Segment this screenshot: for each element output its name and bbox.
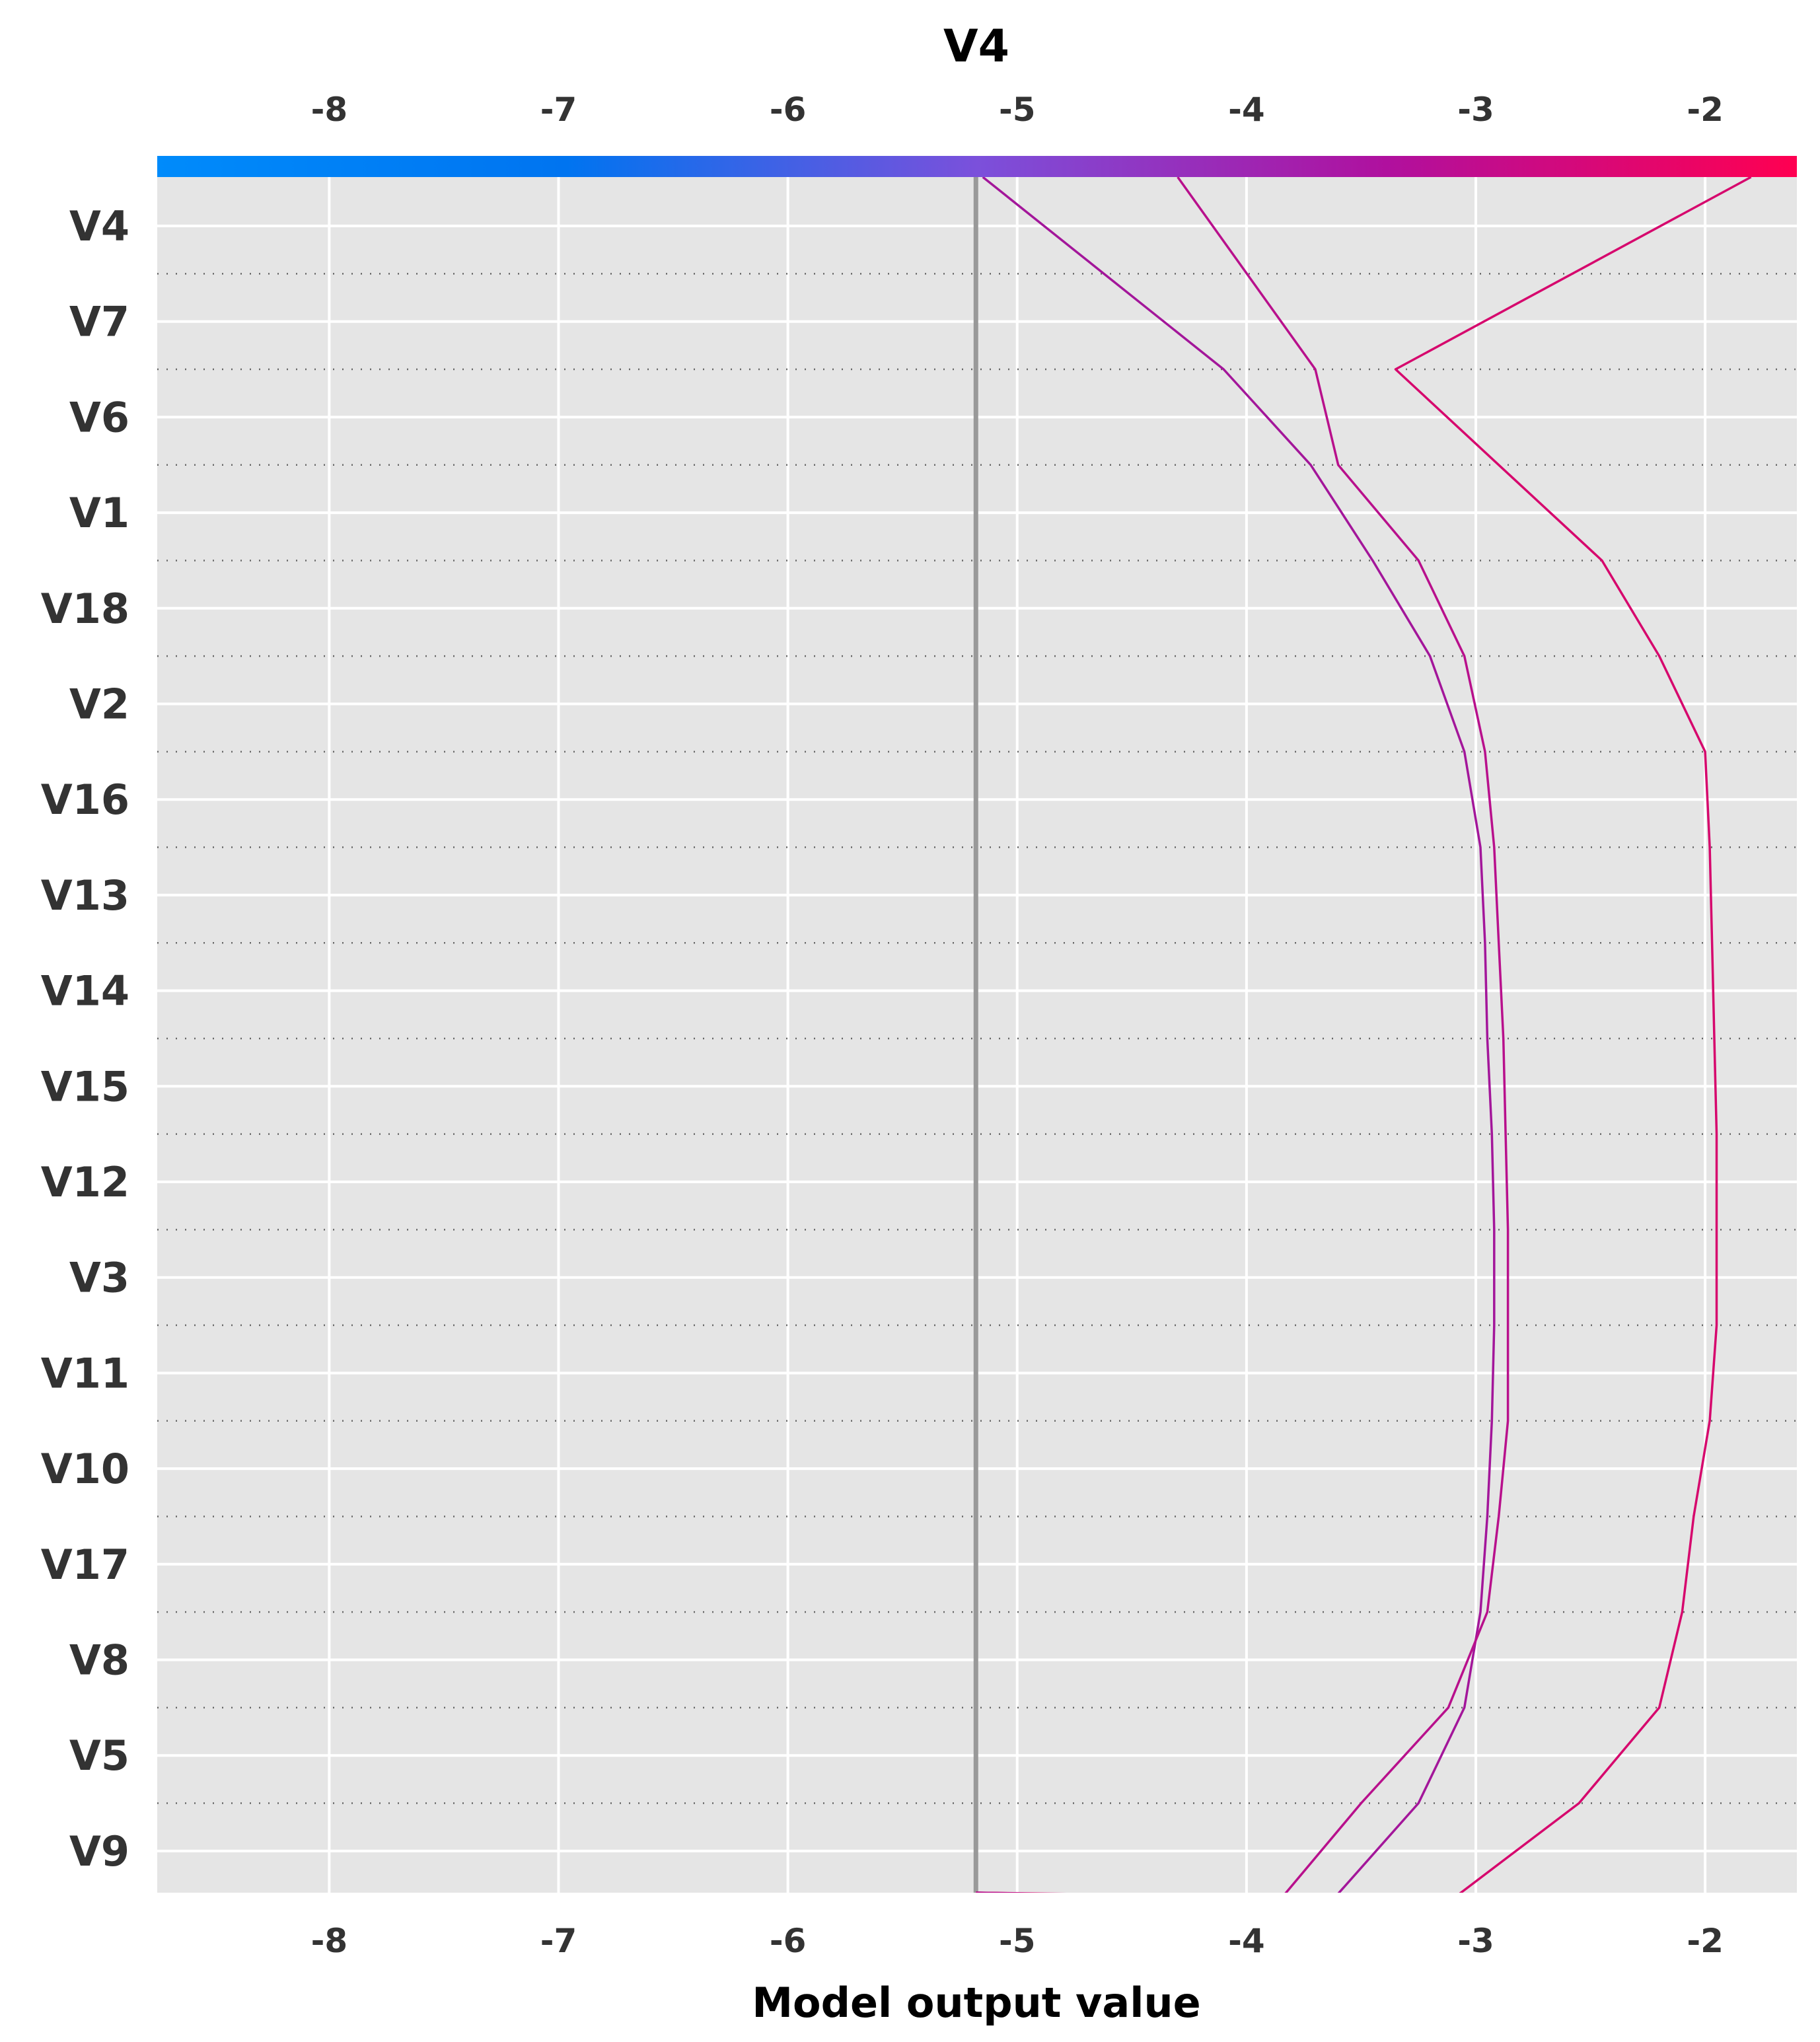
top-x-tick-labels: -8 -7 -6 -5 -4 -3 -2 bbox=[311, 91, 1724, 129]
feature-label: V9 bbox=[69, 1827, 129, 1876]
feature-label: V4 bbox=[69, 202, 129, 250]
x-tick-label-bottom: -7 bbox=[540, 1922, 577, 1960]
x-tick-label-top: -4 bbox=[1228, 91, 1265, 129]
colorbar bbox=[157, 156, 1797, 177]
x-tick-label-top: -8 bbox=[311, 91, 348, 129]
feature-label: V8 bbox=[69, 1636, 129, 1685]
x-tick-label-top: -5 bbox=[999, 91, 1036, 129]
x-tick-label-top: -2 bbox=[1687, 91, 1724, 129]
vertical-gridlines bbox=[328, 177, 1707, 1893]
feature-label: V16 bbox=[41, 776, 129, 824]
decision-line bbox=[976, 177, 1510, 1893]
decision-line bbox=[976, 177, 1752, 1893]
feature-label: V11 bbox=[41, 1349, 129, 1397]
feature-label: V6 bbox=[69, 393, 129, 441]
feature-label: V17 bbox=[41, 1541, 129, 1589]
x-tick-label-bottom: -8 bbox=[311, 1922, 348, 1960]
x-tick-label-bottom: -6 bbox=[770, 1922, 807, 1960]
x-tick-label-bottom: -4 bbox=[1228, 1922, 1265, 1960]
x-axis-label: Model output value bbox=[752, 1979, 1200, 2027]
feature-label: V2 bbox=[69, 680, 129, 729]
chart-title: V4 bbox=[943, 20, 1009, 73]
feature-label: V5 bbox=[69, 1732, 129, 1780]
feature-label: V10 bbox=[41, 1445, 129, 1493]
feature-label: V14 bbox=[41, 967, 129, 1015]
x-tick-label-top: -6 bbox=[770, 91, 807, 129]
feature-label: V1 bbox=[69, 489, 129, 537]
x-tick-label-bottom: -2 bbox=[1687, 1922, 1724, 1960]
decision-line bbox=[976, 177, 1496, 1893]
x-tick-label-top: -7 bbox=[540, 91, 577, 129]
x-tick-label-top: -3 bbox=[1457, 91, 1494, 129]
feature-label: V15 bbox=[41, 1062, 129, 1111]
feature-label: V12 bbox=[41, 1158, 129, 1206]
x-tick-label-bottom: -3 bbox=[1457, 1922, 1494, 1960]
feature-label: V18 bbox=[41, 585, 129, 633]
feature-label: V7 bbox=[69, 298, 129, 346]
bottom-x-tick-labels: -8 -7 -6 -5 -4 -3 -2 bbox=[311, 1922, 1724, 1960]
feature-labels: V4 V7 V6 V1 V18 V2 V16 V13 V14 V15 V12 V3 V11 V10 V17 V… bbox=[41, 202, 129, 1876]
x-tick-label-bottom: -5 bbox=[999, 1922, 1036, 1960]
feature-label: V3 bbox=[69, 1254, 129, 1302]
feature-label: V13 bbox=[41, 871, 129, 920]
decision-lines bbox=[976, 177, 1752, 1893]
